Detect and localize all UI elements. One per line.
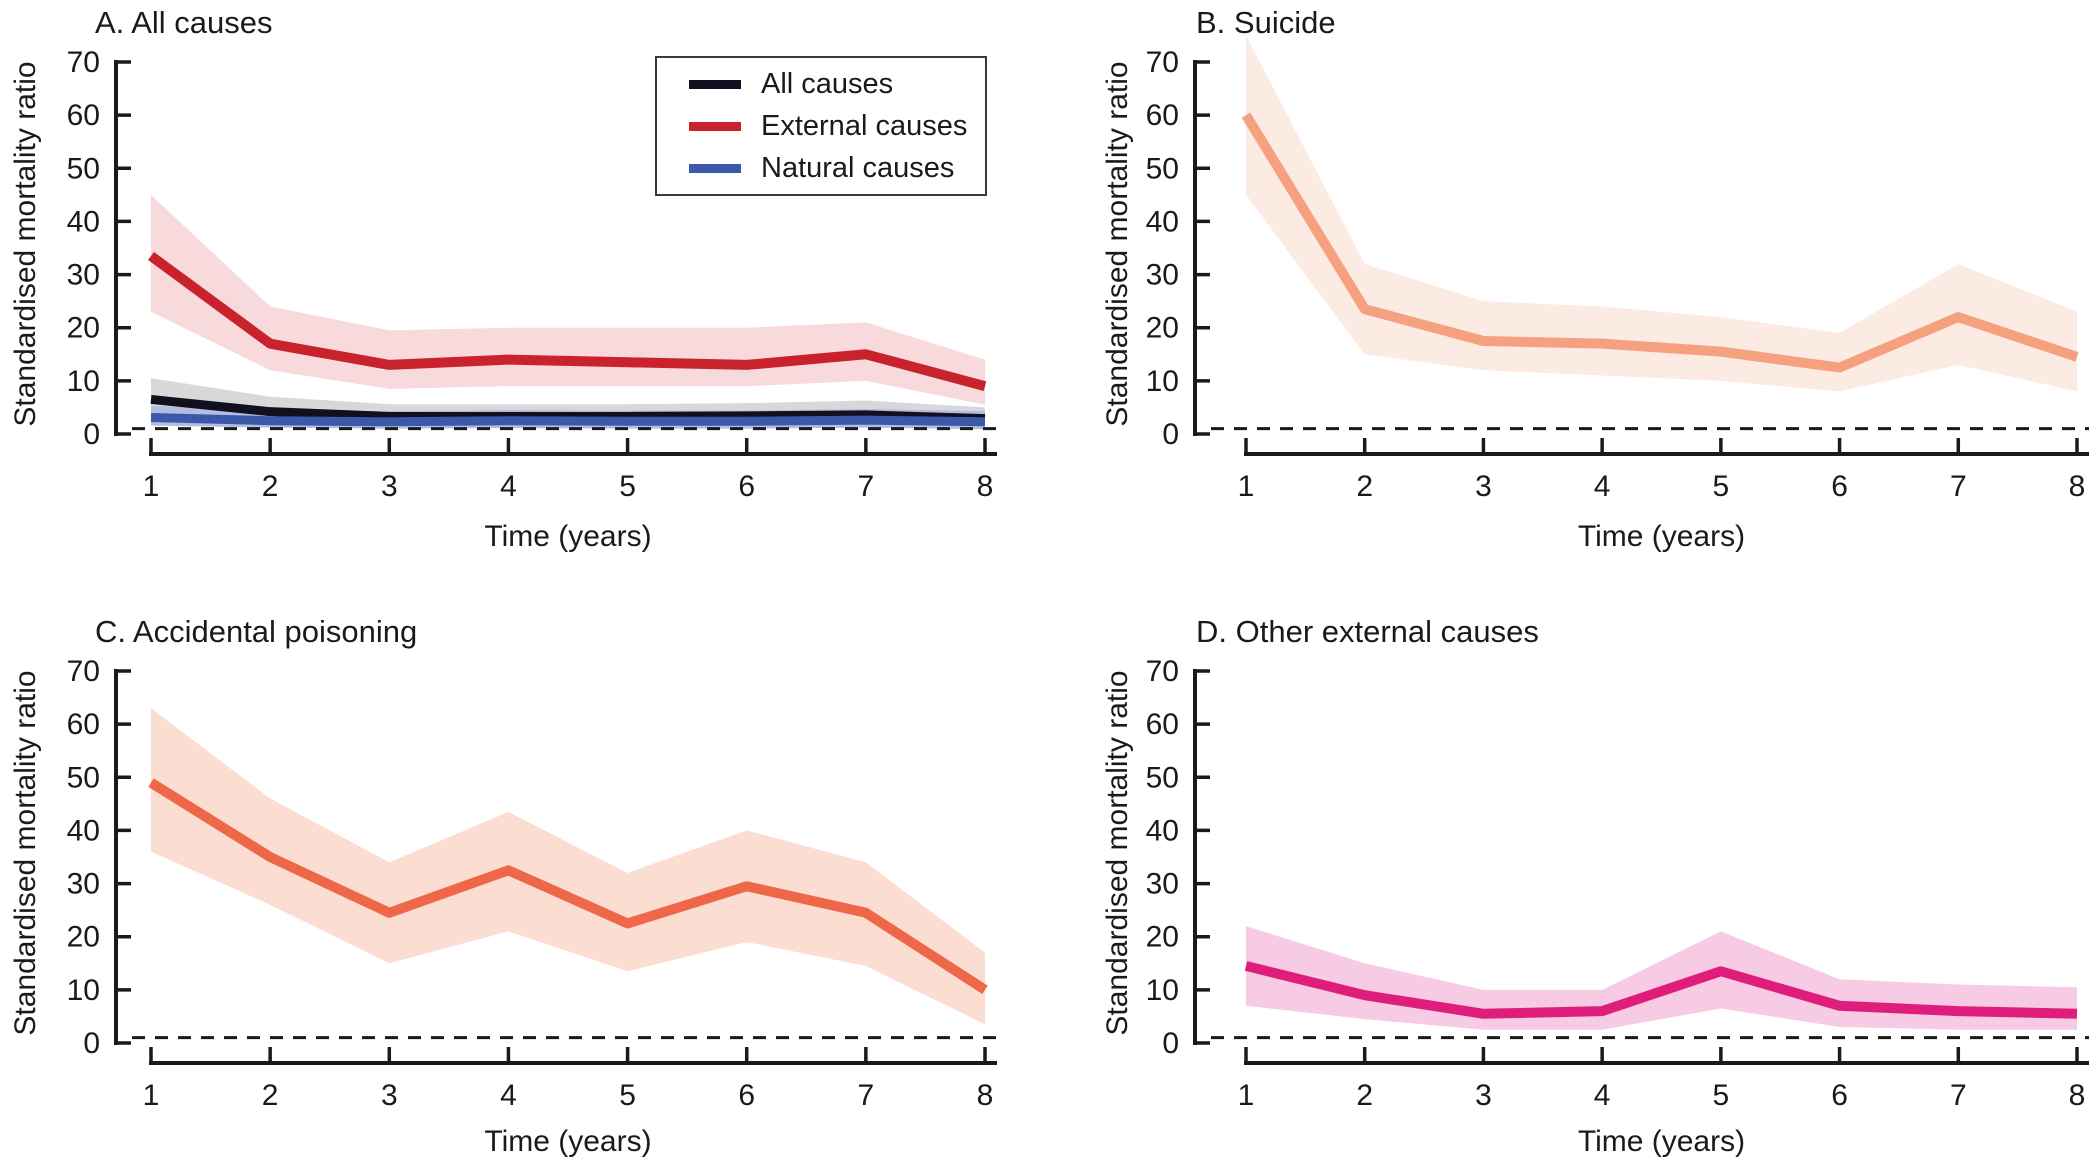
panel-d-x-axis-label: Time (years) bbox=[1577, 1125, 1746, 1158]
svg-text:5: 5 bbox=[619, 1079, 636, 1112]
svg-text:0: 0 bbox=[1162, 418, 1179, 451]
svg-text:1: 1 bbox=[1238, 470, 1255, 503]
svg-text:2: 2 bbox=[1356, 470, 1373, 503]
svg-text:2: 2 bbox=[262, 470, 279, 503]
panel-a-plot: 0 10 20 30 40 50 60 70 1 2 3 4 5 6 7 8 bbox=[67, 46, 997, 503]
panel-b-plot: 0 10 20 30 40 50 60 70 1 2 3 4 5 6 7 8 bbox=[1146, 35, 2089, 503]
svg-text:10: 10 bbox=[1146, 974, 1179, 1007]
svg-text:1: 1 bbox=[143, 470, 160, 503]
svg-text:7: 7 bbox=[1950, 470, 1967, 503]
svg-text:10: 10 bbox=[67, 365, 100, 398]
svg-text:70: 70 bbox=[1146, 655, 1179, 688]
panel-d-plot: 0 10 20 30 40 50 60 70 1 2 3 4 5 6 7 8 bbox=[1146, 655, 2089, 1112]
svg-text:50: 50 bbox=[67, 761, 100, 794]
svg-text:3: 3 bbox=[381, 1079, 398, 1112]
svg-text:70: 70 bbox=[1146, 46, 1179, 79]
svg-text:40: 40 bbox=[1146, 205, 1179, 238]
svg-text:30: 30 bbox=[1146, 868, 1179, 901]
svg-text:3: 3 bbox=[381, 470, 398, 503]
svg-text:8: 8 bbox=[977, 1079, 994, 1112]
svg-text:40: 40 bbox=[67, 814, 100, 847]
svg-text:8: 8 bbox=[2069, 1079, 2086, 1112]
legend-swatch-all-causes bbox=[689, 79, 741, 89]
svg-text:20: 20 bbox=[67, 921, 100, 954]
svg-text:30: 30 bbox=[1146, 259, 1179, 292]
legend-swatch-external-causes bbox=[689, 121, 741, 131]
legend: All causes External causes Natural cause… bbox=[655, 56, 987, 196]
panel-a-x-axis-label: Time (years) bbox=[484, 520, 652, 553]
svg-text:60: 60 bbox=[67, 99, 100, 132]
svg-text:70: 70 bbox=[67, 46, 100, 79]
svg-text:1: 1 bbox=[143, 1079, 160, 1112]
svg-text:0: 0 bbox=[83, 1027, 100, 1060]
legend-swatch-natural-causes bbox=[689, 163, 741, 173]
panel-c: C. Accidental poisoning Standardised mor… bbox=[0, 581, 1045, 1162]
panel-d-title: D. Other external causes bbox=[1196, 614, 1539, 649]
svg-text:70: 70 bbox=[67, 655, 100, 688]
svg-text:4: 4 bbox=[500, 470, 517, 503]
svg-text:7: 7 bbox=[858, 1079, 875, 1112]
svg-text:2: 2 bbox=[1356, 1079, 1373, 1112]
svg-text:8: 8 bbox=[2069, 470, 2086, 503]
panel-c-title: C. Accidental poisoning bbox=[95, 614, 418, 649]
svg-text:10: 10 bbox=[1146, 365, 1179, 398]
svg-text:3: 3 bbox=[1475, 470, 1492, 503]
panel-a-title: A. All causes bbox=[95, 5, 273, 40]
svg-text:6: 6 bbox=[1831, 470, 1848, 503]
svg-text:60: 60 bbox=[67, 708, 100, 741]
svg-text:6: 6 bbox=[1831, 1079, 1848, 1112]
panel-c-x-axis-label: Time (years) bbox=[484, 1125, 652, 1158]
svg-text:40: 40 bbox=[1146, 814, 1179, 847]
svg-text:50: 50 bbox=[67, 152, 100, 185]
svg-text:1: 1 bbox=[1238, 1079, 1255, 1112]
svg-text:5: 5 bbox=[619, 470, 636, 503]
svg-text:6: 6 bbox=[738, 470, 755, 503]
svg-text:0: 0 bbox=[83, 418, 100, 451]
svg-text:30: 30 bbox=[67, 868, 100, 901]
svg-text:7: 7 bbox=[1950, 1079, 1967, 1112]
svg-text:5: 5 bbox=[1713, 1079, 1730, 1112]
svg-text:20: 20 bbox=[1146, 312, 1179, 345]
svg-text:60: 60 bbox=[1146, 99, 1179, 132]
legend-item-external-causes: External causes bbox=[657, 110, 985, 143]
legend-label-natural-causes: Natural causes bbox=[761, 151, 955, 184]
svg-text:5: 5 bbox=[1713, 470, 1730, 503]
panel-b-x-axis-label: Time (years) bbox=[1577, 520, 1746, 553]
svg-text:4: 4 bbox=[500, 1079, 517, 1112]
legend-label-external-causes: External causes bbox=[761, 109, 968, 142]
panel-d: D. Other external causes Standardised mo… bbox=[1046, 581, 2091, 1162]
svg-text:10: 10 bbox=[67, 974, 100, 1007]
svg-text:20: 20 bbox=[1146, 921, 1179, 954]
svg-text:40: 40 bbox=[67, 205, 100, 238]
svg-text:50: 50 bbox=[1146, 761, 1179, 794]
panel-b: B. Suicide Standardised mortality ratio … bbox=[1046, 0, 2091, 581]
svg-text:3: 3 bbox=[1475, 1079, 1492, 1112]
svg-text:4: 4 bbox=[1594, 470, 1611, 503]
svg-text:7: 7 bbox=[858, 470, 875, 503]
legend-item-all-causes: All causes bbox=[657, 68, 985, 101]
svg-text:30: 30 bbox=[67, 259, 100, 292]
legend-item-natural-causes: Natural causes bbox=[657, 152, 985, 185]
svg-text:0: 0 bbox=[1162, 1027, 1179, 1060]
svg-text:50: 50 bbox=[1146, 152, 1179, 185]
svg-text:60: 60 bbox=[1146, 708, 1179, 741]
svg-text:2: 2 bbox=[262, 1079, 279, 1112]
svg-text:4: 4 bbox=[1594, 1079, 1611, 1112]
panel-c-plot: 0 10 20 30 40 50 60 70 1 2 3 4 5 6 7 8 bbox=[67, 655, 997, 1112]
legend-label-all-causes: All causes bbox=[761, 67, 894, 100]
svg-text:20: 20 bbox=[67, 312, 100, 345]
svg-text:6: 6 bbox=[738, 1079, 755, 1112]
panel-b-title: B. Suicide bbox=[1196, 5, 1336, 40]
panel-a: A. All causes Standardised mortality rat… bbox=[0, 0, 1045, 581]
svg-text:8: 8 bbox=[977, 470, 994, 503]
